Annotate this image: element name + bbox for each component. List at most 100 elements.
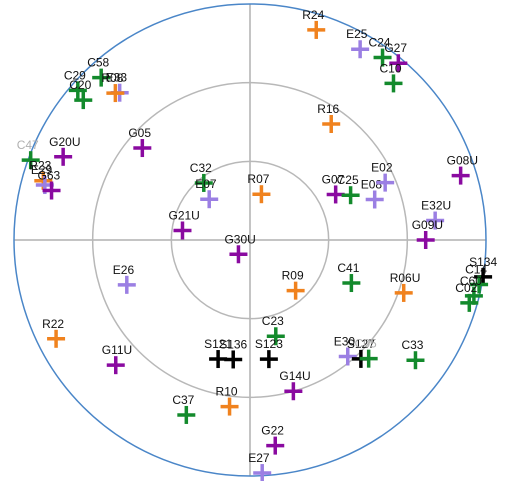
satellite-label: R23 [29, 159, 51, 173]
satellite-label: E30 [334, 335, 356, 349]
satellite-label: R08 [101, 71, 123, 85]
satellite-label: R07 [247, 172, 269, 186]
satellite-label: G22 [261, 424, 284, 438]
satellite-r16: R16 [317, 102, 341, 134]
satellite-label: C25 [337, 173, 359, 187]
satellite-r22: R22 [42, 317, 66, 348]
satellite-label: C33 [401, 338, 423, 352]
satellite-e02: E02 [371, 161, 395, 192]
satellite-label: S136 [219, 337, 247, 351]
satellite-g30u: G30U [224, 232, 256, 264]
satellite-r08: R08 [101, 71, 125, 103]
satellite-label: G11U [102, 343, 132, 357]
satellite-e26: E26 [113, 263, 136, 294]
satellite-s123: S123 [255, 337, 283, 369]
satellite-c32: C32 [190, 161, 213, 192]
satellite-r07: R07 [247, 172, 271, 204]
satellite-c10: C10 [379, 61, 403, 93]
satellite-label: E08 [361, 177, 383, 191]
satellite-label: G09U [412, 218, 443, 232]
satellite-label: C10 [379, 61, 401, 75]
satellite-c24: C24 [369, 36, 392, 67]
elevation-ring-60 [170, 160, 330, 320]
satellite-label: G30U [224, 232, 255, 246]
satellite-c37: C37 [172, 393, 196, 424]
satellite-label: R06U [390, 271, 421, 285]
satellite-c41: C41 [337, 261, 361, 293]
satellite-label: G14U [279, 369, 310, 383]
satellite-e25: E25 [346, 27, 370, 59]
satellite-g63: G63 [38, 169, 61, 200]
satellite-e27: E27 [248, 451, 272, 481]
satellite-label: G07 [322, 172, 345, 186]
satellite-g20u: G20U [49, 135, 81, 166]
satellite-label: S121 [204, 337, 232, 351]
satellite-c47: C47 [17, 138, 40, 170]
satellite-c02: C02 [455, 281, 479, 312]
satellite-g09u: G09U [412, 218, 443, 249]
satellite-label: C24 [369, 36, 391, 50]
satellite-c25: C25 [337, 173, 360, 205]
satellite-label: E02 [371, 161, 393, 175]
satellite-label: G08U [447, 154, 478, 168]
satellite-e07: E07 [195, 177, 219, 209]
satellite-e32u: E32U [421, 199, 451, 230]
satellite-c20: C20 [69, 78, 93, 110]
satellite-label: R09 [282, 269, 304, 283]
satellite-label: E29 [31, 163, 53, 177]
satellite-g05: G05 [128, 126, 151, 158]
satellite-g21u: G21U [168, 209, 200, 240]
satellite-g22: G22 [261, 424, 284, 455]
satellite-label: C14 [465, 263, 487, 277]
satellite-r24: R24 [302, 8, 326, 39]
satellite-g08u: G08U [447, 154, 478, 185]
horizon-ring [13, 3, 487, 477]
satellite-g27: G27 [384, 41, 407, 73]
satellite-c05: C05 [355, 337, 378, 368]
satellite-label: G05 [128, 126, 151, 140]
satellite-label: G63 [38, 169, 61, 183]
satellite-s121: S121 [204, 337, 232, 369]
satellite-r09: R09 [282, 269, 305, 300]
satellite-label: S134 [469, 255, 497, 269]
satellite-label: E33 [106, 71, 128, 85]
satellite-g14u: G14U [279, 369, 311, 401]
satellite-c58: C58 [87, 56, 111, 87]
satellite-s136: S136 [219, 337, 248, 369]
satellite-label: R22 [42, 317, 64, 331]
satellite-r10: R10 [216, 385, 239, 416]
satellite-label: R16 [317, 102, 339, 116]
satellite-label: C02 [455, 281, 477, 295]
satellite-label: E27 [248, 451, 270, 465]
satellite-label: C58 [87, 56, 109, 70]
satellite-label: G21U [168, 209, 199, 223]
satellite-label: C60 [460, 274, 482, 288]
elevation-ring-30 [91, 81, 409, 399]
satellite-label: C47 [17, 138, 39, 152]
satellite-label: R10 [216, 385, 238, 399]
satellite-e30: E30 [334, 335, 357, 366]
satellite-label: G27 [384, 41, 407, 55]
satellite-g11u: G11U [102, 343, 132, 375]
satellite-c33: C33 [401, 338, 425, 370]
satellite-label: C41 [337, 261, 359, 275]
satellite-c14: C14 [465, 263, 489, 294]
satellite-label: C29 [64, 68, 86, 82]
satellite-label: R24 [302, 8, 324, 22]
satellite-label: C05 [355, 337, 377, 351]
satellite-r06u: R06U [390, 271, 421, 302]
satellite-label: S127 [347, 337, 375, 351]
satellite-label: E25 [346, 27, 368, 41]
satellite-c29: C29 [64, 68, 87, 100]
satellite-label: E07 [195, 177, 217, 191]
satellite-label: C20 [69, 78, 91, 92]
satellite-label: E32U [421, 199, 451, 213]
satellite-label: S123 [255, 337, 283, 351]
satellite-label: G20U [49, 135, 80, 149]
satellite-label: C37 [172, 393, 194, 407]
satellite-label: C23 [262, 314, 284, 328]
satellite-label: C32 [190, 161, 212, 175]
satellite-label: E26 [113, 263, 135, 277]
